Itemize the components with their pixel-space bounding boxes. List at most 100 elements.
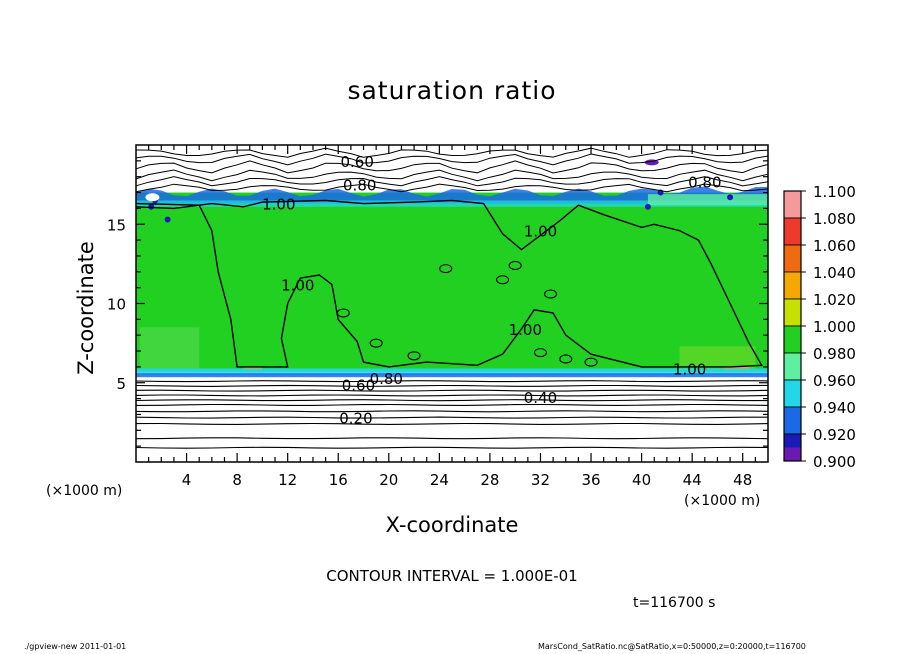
- colorbar-label: 0.920: [813, 426, 856, 444]
- colorbar-segment: [783, 271, 802, 300]
- dry-speck: [145, 193, 160, 202]
- contour-upper: [135, 169, 769, 182]
- colorbar-segment: [783, 406, 802, 435]
- saturated-region: [136, 192, 768, 372]
- contour-1-00: [135, 199, 763, 368]
- contour-island: [439, 264, 453, 274]
- contour-label: 1.00: [281, 276, 314, 294]
- contour-label: 1.00: [262, 196, 295, 214]
- contour-label: 1.00: [509, 321, 542, 339]
- contour-lower: [135, 399, 768, 402]
- contour-upper: [135, 183, 769, 193]
- x-tick-label: 48: [733, 471, 752, 489]
- contour-island: [544, 289, 558, 299]
- colorbar-segment: [784, 447, 801, 461]
- contour-label: 0.80: [370, 370, 403, 388]
- transition-band-top: [136, 200, 768, 207]
- contour-lines: [135, 147, 769, 449]
- contour-interval-text: CONTOUR INTERVAL = 1.000E-01: [326, 567, 578, 585]
- contour-island: [508, 260, 522, 271]
- x-tick-label: 12: [278, 471, 297, 489]
- y-axis-ticks: 5 10 15: [107, 160, 768, 447]
- subsaturated-speck: [644, 203, 651, 210]
- colorbar-label: 1.000: [813, 318, 856, 336]
- x-tick-label: 32: [531, 471, 550, 489]
- subsaturated-speck: [164, 216, 171, 223]
- contour-label: 0.60: [340, 153, 373, 171]
- colorbar-segment: [783, 244, 802, 273]
- colorbar-segment: [783, 298, 802, 327]
- x-tick-label: 36: [581, 471, 600, 489]
- contour-lower: [135, 416, 768, 419]
- contour-label: 0.60: [342, 376, 375, 394]
- x-axis-ticks: 4 8 12 16 20 24 28 32 36 40 44 48: [148, 145, 756, 489]
- contour-upper: [135, 147, 769, 158]
- colorbar-label: 1.100: [813, 183, 856, 201]
- x-tick-label: 8: [232, 471, 242, 489]
- x-tick-label: 20: [379, 471, 398, 489]
- contour-lower: [135, 384, 769, 387]
- contour-label: 1.00: [673, 360, 706, 378]
- saturated-patch: [679, 346, 756, 371]
- colorbar-label: 0.900: [813, 453, 856, 471]
- footer-right: MarsCond_SatRatio.nc@SatRatio,x=0:50000,…: [538, 642, 806, 651]
- time-label: t=116700 s: [633, 595, 716, 611]
- colorbar: 1.100 1.080 1.060 1.040 1.020 1.000 0.980 0.960…: [783, 183, 856, 471]
- x-axis-label: X-coordinate: [385, 513, 519, 537]
- contour-upper: [135, 153, 769, 166]
- contour-lower: [135, 380, 769, 383]
- chart-title: saturation ratio: [347, 76, 557, 105]
- subsaturated-speck: [727, 194, 734, 201]
- footer-left: ./gpview-new 2011-01-01: [24, 642, 127, 651]
- subsaturated-band-top: [136, 186, 768, 204]
- contour-island: [407, 351, 421, 361]
- colorbar-label: 0.980: [813, 345, 856, 363]
- transition-band-bottom: [136, 368, 768, 375]
- colorbar-segment: [783, 352, 802, 381]
- x-unit-label: (×1000 m): [684, 493, 761, 509]
- x-tick-label: 40: [632, 471, 651, 489]
- y-tick-label: 10: [107, 296, 126, 314]
- y-tick-label: 5: [116, 375, 126, 393]
- contour-label: 0.80: [343, 177, 376, 195]
- colorbar-label: 0.940: [813, 399, 856, 417]
- contour-label: 0.40: [524, 389, 557, 407]
- x-tick-label: 44: [683, 471, 702, 489]
- contour-lower: [135, 422, 769, 425]
- saturation-field: [136, 159, 768, 378]
- contour-island: [584, 357, 598, 367]
- colorbar-label: 0.960: [813, 372, 856, 390]
- colorbar-segment: [783, 325, 802, 354]
- contour-island: [336, 308, 350, 318]
- saturated-patch: [139, 327, 200, 371]
- x-tick-label: 28: [480, 471, 499, 489]
- contour-island: [533, 348, 548, 358]
- contour-lower: [135, 446, 769, 449]
- contour-lower: [135, 437, 769, 440]
- y-unit-label: (×1000 m): [46, 483, 123, 499]
- contour-island: [369, 338, 383, 348]
- colorbar-segment: [783, 379, 802, 408]
- contour-upper: [135, 160, 769, 174]
- transition-band-top: [647, 194, 768, 206]
- contour-lower: [135, 410, 769, 413]
- contour-label: 0.20: [339, 410, 372, 428]
- colorbar-segment: [783, 190, 802, 219]
- x-tick-label: 16: [329, 471, 348, 489]
- contour-island: [559, 354, 573, 364]
- colorbar-label: 1.080: [813, 210, 856, 228]
- colorbar-label: 1.020: [813, 291, 856, 309]
- contour-island: [496, 275, 510, 285]
- contour-labels: 0.600.80 0.801.001.001.001.001.000.800.60…: [262, 153, 721, 428]
- contour-lower: [135, 394, 769, 397]
- x-tick-label: 4: [182, 471, 192, 489]
- contour-lower: [135, 389, 769, 392]
- x-tick-label: 24: [430, 471, 449, 489]
- colorbar-segment: [783, 217, 802, 246]
- y-tick-label: 15: [107, 216, 126, 234]
- colorbar-label: 1.040: [813, 264, 856, 282]
- contour-lower: [135, 403, 769, 406]
- colorbar-label: 1.060: [813, 237, 856, 255]
- contour-label: 0.80: [688, 173, 721, 191]
